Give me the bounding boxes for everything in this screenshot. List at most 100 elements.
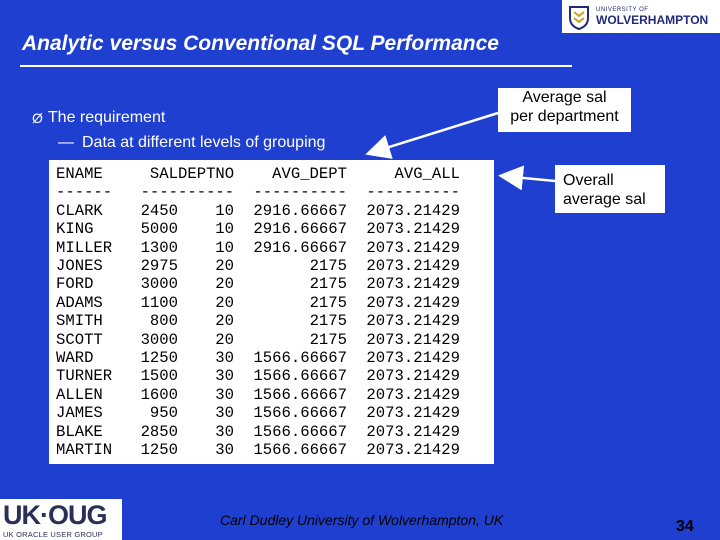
logo-text-big: WOLVERHAMPTON: [596, 13, 709, 27]
footer-author: Carl Dudley University of Wolverhampton,…: [220, 512, 504, 528]
table-row: TURNER 1500 30 1566.66667 2073.21429: [56, 367, 494, 385]
cell-avg-dept: ----------: [253, 183, 347, 202]
cell-ename: SMITH: [56, 312, 103, 331]
cell-deptno: ------: [178, 183, 235, 202]
table-row: SCOTT 3000 20 2175 2073.21429: [56, 331, 494, 349]
cell-avg-all: 2073.21429: [366, 330, 460, 349]
table-row: ALLEN 1600 30 1566.66667 2073.21429: [56, 386, 494, 404]
cell-avg-dept: 2175: [309, 275, 347, 294]
cell-avg-dept: 2175: [309, 330, 347, 349]
cell-sal: 1600: [140, 385, 178, 404]
cell-sal: 3000: [140, 330, 178, 349]
cell-avg-all: 2073.21429: [366, 293, 460, 312]
cell-avg-all: 2073.21429: [366, 404, 460, 423]
cell-ename: JONES: [56, 257, 103, 276]
cell-deptno: 30: [215, 404, 234, 423]
cell-avg-dept: 1566.66667: [253, 367, 347, 386]
cell-deptno: 10: [215, 201, 234, 220]
table-row: BLAKE 2850 30 1566.66667 2073.21429: [56, 423, 494, 441]
cell-ename: FORD: [56, 275, 94, 294]
table-row: MILLER 1300 10 2916.66667 2073.21429: [56, 239, 494, 257]
cell-avg-all: 2073.21429: [366, 422, 460, 441]
ukoug-logo-subtext: UK ORACLE USER GROUP: [3, 530, 103, 539]
callout-dept-line-1: Average sal: [522, 89, 607, 106]
university-of-wolverhampton-logo: UNIVERSITY OF WOLVERHAMPTON: [562, 0, 720, 33]
table-row: JAMES 950 30 1566.66667 2073.21429: [56, 404, 494, 422]
cell-deptno: 30: [215, 349, 234, 368]
cell-deptno: 20: [215, 312, 234, 331]
cell-deptno: 20: [215, 330, 234, 349]
cell-avg-all: 2073.21429: [366, 349, 460, 368]
bullet-arrow-icon: Ø: [32, 110, 43, 126]
cell-deptno: 30: [215, 422, 234, 441]
cell-deptno: 10: [215, 238, 234, 257]
bullet-requirement: Ø The requirement: [32, 109, 165, 127]
cell-sal: 2975: [140, 257, 178, 276]
cell-avg-dept: 1566.66667: [253, 422, 347, 441]
table-row: JONES 2975 20 2175 2073.21429: [56, 257, 494, 275]
cell-ename: TURNER: [56, 367, 113, 386]
cell-deptno: DEPTNO: [178, 165, 235, 183]
bullet-text: The requirement: [47, 109, 166, 126]
cell-ename: ADAMS: [56, 293, 103, 312]
cell-ename: KING: [56, 220, 94, 239]
cell-ename: BLAKE: [56, 422, 103, 441]
cell-sal: 1250: [140, 349, 178, 368]
cell-ename: ------: [56, 183, 113, 202]
crest-icon: [568, 4, 590, 30]
cell-sal: 2850: [140, 422, 178, 441]
cell-avg-all: 2073.21429: [366, 220, 460, 239]
cell-avg-all: AVG_ALL: [394, 165, 460, 183]
cell-avg-all: ----------: [366, 183, 460, 202]
callout-dept-line-2: per department: [510, 108, 619, 125]
table-header-row: ENAME SALDEPTNO AVG_DEPT AVG_ALL: [56, 165, 494, 183]
table-separator-row: ------ ---------- ---------- ----------: [56, 183, 494, 201]
cell-deptno: 20: [215, 257, 234, 276]
cell-ename: JAMES: [56, 404, 103, 423]
callout-all-line-2: average sal: [563, 191, 646, 208]
title-underline: [20, 65, 572, 67]
callout-average-per-department: Average sal per department: [498, 88, 631, 132]
query-result-panel: ENAME SALDEPTNO AVG_DEPT AVG_ALL ------ -----…: [49, 160, 494, 464]
callout-all-line-1: Overall: [563, 172, 614, 189]
cell-avg-dept: 2175: [309, 257, 347, 276]
cell-avg-dept: 1566.66667: [253, 349, 347, 368]
slide-title: Analytic versus Conventional SQL Perform…: [22, 32, 499, 55]
cell-avg-all: 2073.21429: [366, 238, 460, 257]
table-row: MARTIN 1250 30 1566.66667 2073.21429: [56, 441, 494, 459]
table-row: FORD 3000 20 2175 2073.21429: [56, 275, 494, 293]
table-row: CLARK 2450 10 2916.66667 2073.21429: [56, 202, 494, 220]
logo-text-small: UNIVERSITY OF: [596, 7, 649, 13]
arrow-to-avg-all: [498, 165, 556, 191]
cell-sal: ----: [140, 183, 178, 202]
cell-ename: SCOTT: [56, 330, 103, 349]
cell-sal: SAL: [149, 165, 178, 183]
cell-avg-dept: 2916.66667: [253, 201, 347, 220]
cell-sal: 1250: [140, 441, 178, 460]
cell-avg-all: 2073.21429: [366, 257, 460, 276]
cell-deptno: 30: [215, 441, 234, 460]
cell-avg-all: 2073.21429: [366, 367, 460, 386]
cell-sal: 1500: [140, 367, 178, 386]
cell-ename: ENAME: [56, 165, 103, 183]
cell-avg-all: 2073.21429: [366, 385, 460, 404]
cell-sal: 1300: [140, 238, 178, 257]
arrow-to-avg-dept: [365, 111, 499, 159]
cell-sal: 2450: [140, 201, 178, 220]
cell-avg-dept: AVG_DEPT: [272, 165, 347, 183]
ukoug-logo: UK·OUG UK ORACLE USER GROUP: [0, 499, 122, 540]
cell-avg-all: 2073.21429: [366, 312, 460, 331]
table-row: WARD 1250 30 1566.66667 2073.21429: [56, 349, 494, 367]
cell-sal: 950: [149, 404, 178, 423]
table-row: KING 5000 10 2916.66667 2073.21429: [56, 220, 494, 238]
sub-bullet-grouping: — Data at different levels of grouping: [58, 134, 325, 152]
cell-sal: 800: [149, 312, 178, 331]
cell-avg-dept: 1566.66667: [253, 441, 347, 460]
cell-deptno: 20: [215, 275, 234, 294]
cell-avg-dept: 2916.66667: [253, 238, 347, 257]
cell-avg-all: 2073.21429: [366, 275, 460, 294]
query-result-table: ENAME SALDEPTNO AVG_DEPT AVG_ALL ------ -----…: [49, 160, 494, 460]
cell-avg-all: 2073.21429: [366, 441, 460, 460]
cell-avg-dept: 2916.66667: [253, 220, 347, 239]
